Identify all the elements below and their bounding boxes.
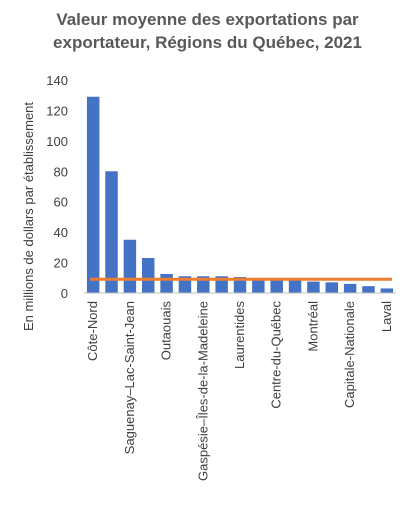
x-tick-label: Capitale-Nationale: [342, 301, 357, 408]
x-tick-label: Côte-Nord: [85, 301, 100, 361]
y-tick-label: 60: [54, 195, 68, 210]
bar: [123, 239, 137, 293]
bar: [252, 279, 265, 293]
x-tick-label: Outaouais: [159, 301, 174, 361]
y-tick-label: 40: [54, 225, 68, 240]
bar: [307, 281, 320, 293]
y-axis-ticks: 0 20 40 60 80 100 120 140: [46, 73, 68, 301]
x-tick-label: Gaspésie–Îles-de-la-Madeleine: [195, 301, 210, 481]
bar: [362, 286, 375, 293]
bar: [325, 282, 339, 293]
chart-title-line2: exportateur, Régions du Québec, 2021: [53, 33, 362, 52]
chart-title: Valeur moyenne des exportations par expo…: [0, 8, 415, 54]
x-tick-label: Laurentides: [232, 301, 247, 369]
bar: [270, 279, 283, 293]
x-tick-label: Laval: [379, 301, 394, 332]
bar: [233, 277, 247, 293]
bar: [343, 283, 357, 293]
x-tick-label: Montréal: [305, 301, 320, 352]
bar: [86, 96, 100, 293]
x-axis-ticks: Côte-Nord Saguenay–Lac-Saint-Jean Outaouai…: [85, 301, 394, 481]
y-tick-label: 100: [46, 134, 68, 149]
y-tick-label: 0: [61, 286, 68, 301]
bars: [86, 96, 394, 293]
bar: [160, 273, 173, 293]
bar: [105, 171, 118, 293]
chart-title-line1: Valeur moyenne des exportations par: [56, 10, 359, 29]
bar: [141, 258, 155, 293]
y-tick-label: 140: [46, 73, 68, 88]
y-tick-label: 80: [54, 164, 68, 179]
y-axis-label: En millions de dollars par établissement: [21, 102, 36, 331]
x-tick-label: Centre-du-Québec: [269, 301, 284, 409]
y-tick-label: 20: [54, 256, 68, 271]
y-tick-label: 120: [46, 103, 68, 118]
bar: [380, 288, 394, 293]
bar: [288, 280, 302, 293]
x-tick-label: Saguenay–Lac-Saint-Jean: [122, 301, 137, 454]
